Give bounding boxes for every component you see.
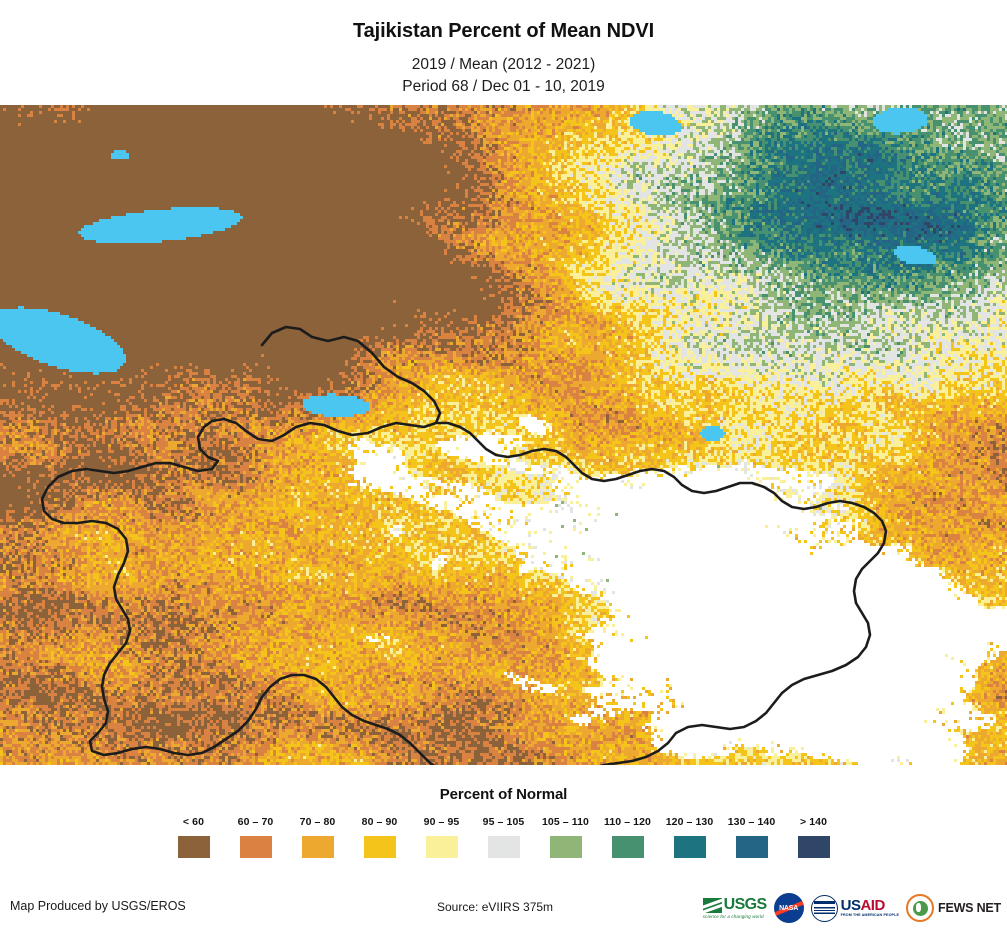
legend-class[interactable]: 95 – 105 [473,816,535,858]
legend-class-swatch [239,836,272,858]
usgs-logo[interactable]: USGS science for a changing world [702,891,768,925]
legend-class-label: 70 – 80 [299,816,336,828]
legend-class[interactable]: 105 – 110 [535,816,597,858]
fewsnet-globe-icon [906,894,935,922]
legend-class-swatch [673,836,706,858]
legend-class[interactable]: 90 – 95 [411,816,473,858]
usgs-wordmark: USGS [723,896,768,913]
legend-class-label: > 140 [799,816,828,828]
usaid-text-block: USAID FROM THE AMERICAN PEOPLE [841,898,899,918]
legend-class-swatch [363,836,396,858]
fewsnet-logo[interactable]: FEWS NET [906,891,1001,925]
legend-class-swatch [425,836,458,858]
legend-class-label: 130 – 140 [727,816,776,828]
usaid-tagline: FROM THE AMERICAN PEOPLE [840,913,900,918]
legend-class[interactable]: > 140 [783,816,845,858]
legend-class-swatch [549,836,582,858]
usaid-word-us: US [840,896,861,914]
legend-class[interactable]: 130 – 140 [721,816,783,858]
map-legend: Percent of Normal < 60 60 – 70 70 – 80 80 –… [0,765,1007,885]
legend-class-label: 105 – 110 [541,816,590,828]
page-title: Tajikistan Percent of Mean NDVI [352,20,655,42]
legend-class-label: 110 – 120 [603,816,652,828]
legend-class-label: 80 – 90 [361,816,398,828]
usaid-word-aid: AID [860,896,885,914]
legend-class[interactable]: 80 – 90 [349,816,411,858]
legend-class[interactable]: 60 – 70 [225,816,287,858]
usaid-wordmark: USAID [841,898,899,913]
legend-class-swatch [301,836,334,858]
nasa-logo[interactable]: NASA [773,893,804,923]
usaid-seal-icon [810,894,838,922]
legend-class-swatch [177,836,210,858]
legend-class[interactable]: 120 – 130 [659,816,721,858]
legend-class-label: 60 – 70 [237,816,274,828]
producer-credit: Map Produced by USGS/EROS [10,899,186,913]
legend-class-swatch [611,836,644,858]
legend-class-label: < 60 [182,816,205,828]
map-header: Tajikistan Percent of Mean NDVI 2019 / M… [0,0,1007,105]
usaid-logo[interactable]: USAID FROM THE AMERICAN PEOPLE [810,891,899,925]
ndvi-raster-layer[interactable] [0,105,1007,765]
legend-class-swatch [735,836,768,858]
fewsnet-wordmark: FEWS NET [938,901,1001,915]
fewsnet-globe-inner [912,900,928,916]
legend-class-label: 90 – 95 [423,816,460,828]
legend-class-label: 95 – 105 [482,816,525,828]
legend-class-swatch [487,836,520,858]
map-canvas-container[interactable] [0,105,1007,765]
usgs-wave-mark-icon [702,897,722,913]
legend-class-swatch [797,836,830,858]
legend-class[interactable]: 70 – 80 [287,816,349,858]
usgs-tagline: science for a changing world [702,914,764,919]
legend-class-label: 120 – 130 [665,816,714,828]
legend-class-list: < 60 60 – 70 70 – 80 80 – 90 90 – 95 95 – 105… [0,816,1007,858]
map-subtitle-period-dates: Period 68 / Dec 01 - 10, 2019 [402,78,605,95]
partner-logo-strip: USGS science for a changing world NASA U… [702,889,1001,927]
usgs-logo-row: USGS [702,896,768,913]
map-footer: Map Produced by USGS/EROS Source: eVIIRS… [0,885,1007,931]
data-source-text: Source: eVIIRS 375m [437,900,554,914]
legend-title: Percent of Normal [439,786,568,803]
legend-class[interactable]: < 60 [163,816,225,858]
nasa-wordmark: NASA [779,904,799,912]
map-subtitle-period-range: 2019 / Mean (2012 - 2021) [411,56,596,73]
legend-class[interactable]: 110 – 120 [597,816,659,858]
